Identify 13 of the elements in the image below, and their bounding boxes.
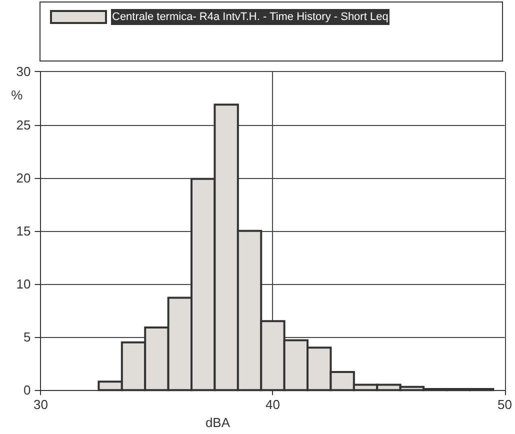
legend-label: Centrale termica- R4a IntvT.H. - Time History - Short Leq [112,11,388,23]
y-tick-label: 20 [16,170,31,186]
y-tick-label: 25 [16,117,31,132]
y-tick-label: 10 [16,276,31,292]
y-axis-title: % [11,88,24,103]
x-tick-label: 40 [266,397,280,412]
y-tick-label: 15 [16,223,31,238]
x-axis-title: dBA [205,415,230,430]
y-tick-label: 5 [23,330,31,345]
x-tick-label: 50 [498,397,512,412]
y-tick-label: 0 [23,382,31,398]
y-tick-label: 30 [16,64,31,80]
x-tick-label: 30 [33,397,48,412]
